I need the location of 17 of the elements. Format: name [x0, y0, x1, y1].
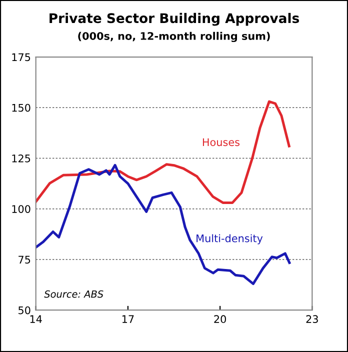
x-tick-label: 17 — [122, 315, 134, 323]
y-tick-label: 175 — [12, 53, 30, 62]
line-series — [36, 100, 290, 204]
y-tick-label: 150 — [12, 104, 30, 112]
x-tick-label: 20 — [214, 315, 226, 324]
y-tick-label: 75 — [18, 256, 30, 264]
x-tick-label: 23 — [306, 315, 318, 324]
annotation: Source: ABS — [44, 290, 104, 298]
series-label: Houses — [202, 138, 240, 146]
y-tick-label: 50 — [18, 306, 30, 314]
line-series — [36, 164, 291, 286]
chart-title: Private Sector Building Approvals — [50, 12, 299, 26]
y-tick-label: 100 — [12, 205, 30, 213]
y-tick-label: 125 — [12, 154, 30, 162]
series-label: Multi-density — [196, 234, 263, 244]
chart-subtitle: (000s, no, 12-month rolling sum) — [78, 32, 270, 42]
x-tick-label: 14 — [30, 315, 42, 323]
